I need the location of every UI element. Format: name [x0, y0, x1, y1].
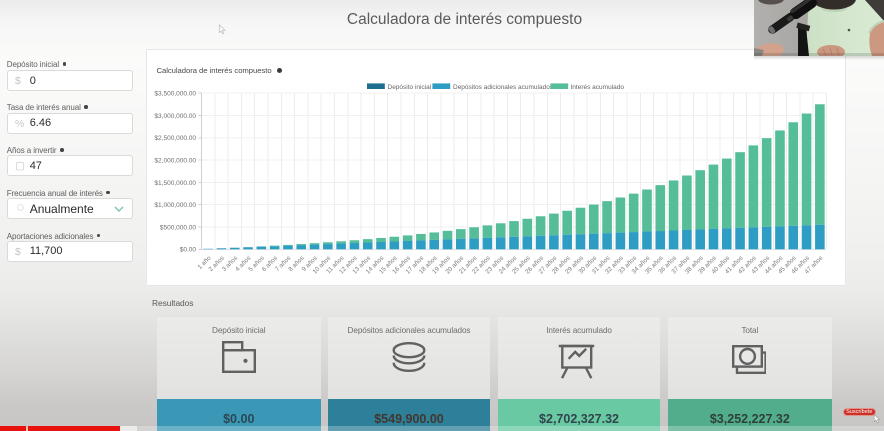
svg-text:$0.00: $0.00 — [180, 247, 197, 254]
svg-text:$1,000,000.00: $1,000,000.00 — [154, 202, 196, 209]
svg-text:$3,500,000.00: $3,500,000.00 — [154, 91, 196, 98]
svg-text:$500,000.00: $500,000.00 — [160, 224, 197, 231]
svg-text:$1,500,000.00: $1,500,000.00 — [154, 180, 196, 187]
svg-text:$2,000,000.00: $2,000,000.00 — [154, 158, 196, 165]
svg-text:$3,000,000.00: $3,000,000.00 — [154, 113, 196, 120]
svg-text:Depósito inicial: Depósito inicial — [388, 84, 432, 91]
svg-text:Interés acumulado: Interés acumulado — [571, 84, 625, 91]
svg-text:Depósitos adicionales acumulad: Depósitos adicionales acumulados — [453, 84, 554, 91]
svg-text:$2,500,000.00: $2,500,000.00 — [154, 135, 196, 142]
